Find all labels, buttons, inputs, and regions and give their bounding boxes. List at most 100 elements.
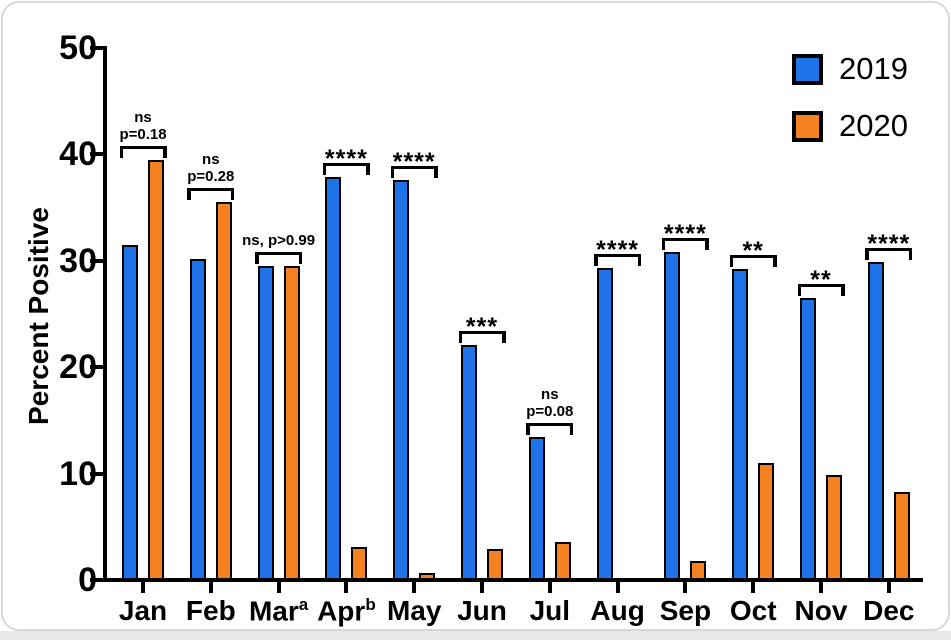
x-tick-dec: [886, 582, 891, 593]
bar-2020-nov: [826, 474, 842, 580]
bar-2019-mar: [257, 265, 274, 580]
bar-2020-sep: [690, 560, 707, 580]
sig-bracket-aug: [594, 253, 642, 267]
bracket-cap-left: [322, 165, 327, 176]
sig-label-jan: ns p=0.18: [119, 109, 167, 144]
bar-2020-mar: [283, 265, 300, 580]
y-tick-label-40: 40: [59, 135, 97, 173]
y-tick-label-20: 20: [59, 348, 97, 386]
sig-bracket-nov: [797, 283, 845, 297]
x-label-jan: Jan: [118, 595, 168, 626]
bracket-cap-right: [230, 189, 235, 200]
bracket-cap-left: [797, 285, 801, 296]
y-tick-50: [90, 45, 104, 50]
bar-2019-jul: [528, 437, 545, 580]
page-bottom-strip: [0, 631, 951, 640]
x-tick-aug: [615, 582, 620, 593]
sig-label-sep: ****: [663, 219, 707, 248]
bar-2019-jan: [122, 244, 138, 580]
sig-bracket-jun: [458, 330, 506, 344]
sig-bracket-apr: [322, 163, 370, 176]
bar-2020-oct: [758, 462, 775, 580]
sig-bracket-sep: [661, 237, 709, 251]
bar-2020-jul: [554, 541, 571, 580]
bracket-cap-left: [458, 332, 462, 343]
y-tick-10: [90, 471, 104, 476]
bracket-cap-right: [434, 167, 438, 178]
bracket-cap-right: [502, 332, 506, 343]
legend: 2019 2020: [792, 51, 908, 165]
x-label-may: May: [386, 595, 442, 626]
bracket-cap-left: [187, 189, 191, 200]
x-label-aug: Aug: [590, 595, 645, 626]
y-tick-label-10: 10: [59, 454, 97, 493]
bar-chart: Percent Positive 2019 2020 0 10 20 30 40 50 Ja…: [3, 3, 951, 633]
bar-2020-jun: [487, 549, 503, 580]
x-tick-apr: [344, 582, 349, 593]
bracket-cap-right: [366, 165, 370, 176]
bracket-cap-right: [841, 285, 845, 296]
x-label-jul: Jul: [529, 595, 571, 626]
legend-label-2019: 2019: [839, 51, 908, 86]
x-axis-line: [103, 578, 923, 582]
bar-2019-nov: [800, 297, 816, 580]
bar-2019-apr: [325, 177, 342, 580]
y-tick-label-50: 50: [59, 28, 97, 67]
y-tick-30: [90, 258, 104, 263]
x-label-dec: Dec: [863, 595, 915, 626]
sig-label-jul: ns p=0.08: [526, 386, 574, 421]
sig-label-mar: ns, p>0.99: [242, 231, 316, 249]
sig-bracket-mar: [255, 251, 303, 265]
legend-entry-2019: 2019: [792, 51, 908, 87]
x-tick-may: [412, 582, 417, 593]
bracket-cap-right: [908, 249, 913, 260]
x-label-mar: Mara: [248, 595, 309, 627]
x-tick-nov: [819, 582, 823, 593]
x-label-oct: Oct: [729, 595, 777, 626]
sig-bracket-oct: [729, 255, 777, 268]
x-tick-jan: [141, 582, 145, 593]
x-tick-oct: [751, 582, 756, 593]
sig-label-aug: ****: [596, 235, 640, 264]
bar-2020-apr: [351, 546, 368, 580]
sig-label-apr: ****: [324, 145, 368, 174]
bracket-cap-right: [569, 425, 574, 436]
legend-entry-2020: 2020: [792, 108, 908, 144]
bar-2019-sep: [664, 251, 681, 580]
y-tick-20: [90, 365, 104, 369]
bar-2019-dec: [867, 261, 884, 580]
sig-label-feb: ns p=0.28: [187, 150, 235, 185]
sig-bracket-feb: [187, 187, 235, 201]
x-tick-feb: [208, 582, 213, 593]
y-axis-line: [103, 45, 107, 582]
bar-2019-aug: [596, 267, 613, 580]
sig-bracket-jul: [526, 423, 574, 436]
bar-2020-jan: [148, 160, 164, 580]
bar-2019-oct: [732, 269, 749, 580]
bar-2020-dec: [893, 491, 910, 580]
legend-swatch-2020: [792, 110, 823, 142]
bracket-cap-left: [119, 148, 123, 159]
bar-2019-jun: [461, 344, 477, 580]
x-label-nov: Nov: [794, 595, 848, 626]
y-tick-label-0: 0: [78, 561, 97, 599]
bar-2019-feb: [189, 259, 206, 580]
legend-label-2020: 2020: [839, 108, 908, 143]
legend-swatch-2019: [792, 53, 823, 85]
x-tick-sep: [683, 582, 688, 593]
bracket-cap-left: [729, 257, 734, 268]
bar-2020-feb: [215, 201, 232, 580]
sig-label-may: ****: [392, 147, 436, 176]
bar-2020-may: [419, 572, 436, 580]
x-label-jun: Jun: [457, 595, 507, 626]
sig-bracket-may: [390, 165, 438, 179]
sig-label-jun: ***: [465, 312, 499, 341]
x-label-apr: Aprb: [317, 595, 376, 627]
x-label-feb: Feb: [185, 595, 236, 626]
sig-label-oct: **: [742, 237, 764, 266]
bracket-cap-right: [705, 239, 709, 250]
bracket-cap-left: [594, 255, 598, 266]
x-label-sep: Sep: [659, 595, 712, 626]
bracket-cap-left: [865, 249, 869, 260]
x-tick-jun: [480, 582, 484, 593]
